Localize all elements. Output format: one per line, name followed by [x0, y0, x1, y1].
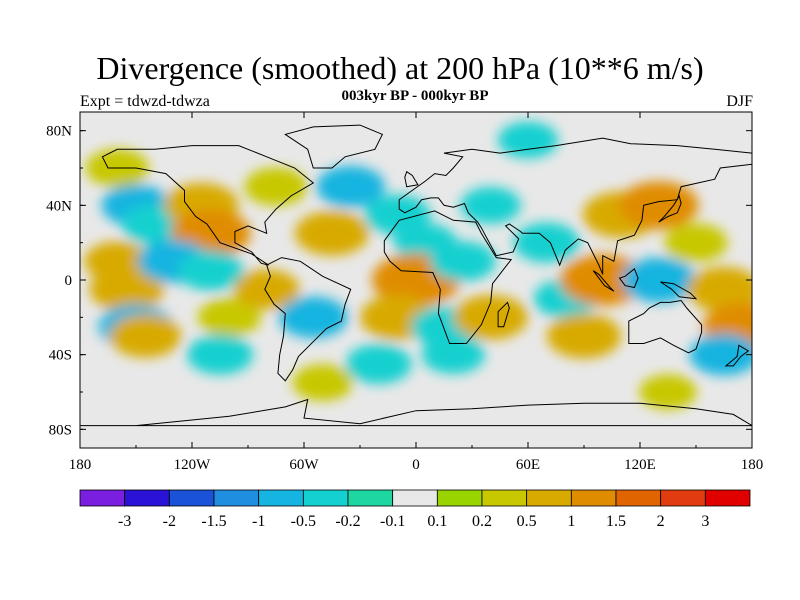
colorbar-label: 0.1: [427, 513, 447, 530]
anomaly-blob: [278, 296, 348, 339]
coastline-path: [628, 299, 703, 354]
colorbar-swatch: [168, 489, 215, 507]
colorbar: -3 -2 -1.5 -1 -0.5 -0.2 -0.1 0.1 0.2 0.5 1 1.5 2 3: [79, 489, 751, 530]
coastline-path: [383, 210, 513, 344]
y-tick-label: 0: [65, 273, 73, 289]
colorbar-label: -0.5: [291, 513, 316, 530]
colorbar-swatch: [660, 489, 706, 507]
colorbar-label: -2: [163, 513, 176, 530]
anomaly-blob: [559, 254, 646, 306]
anomaly-blob: [546, 313, 622, 359]
anomaly-blob: [345, 344, 412, 384]
x-tick-label: 120E: [624, 457, 656, 473]
colorbar-label: -3: [118, 513, 131, 530]
coastline-group: [80, 124, 752, 427]
x-tick-label: 180: [69, 457, 92, 473]
colorbar-swatch: [392, 489, 438, 507]
anomaly-blob: [497, 121, 559, 159]
colorbar-swatch: [213, 489, 260, 507]
anomaly-blob: [294, 210, 370, 256]
colorbar-swatch: [570, 489, 617, 507]
coastline-path: [592, 270, 615, 292]
anomaly-blob: [686, 266, 752, 312]
coastline-path: [658, 194, 682, 223]
colorbar-swatch: [615, 489, 662, 507]
anomaly-blob: [429, 241, 496, 282]
coastline-path: [264, 257, 352, 382]
x-tick-label: 0: [412, 457, 420, 473]
anomaly-blob: [460, 186, 521, 224]
colorbar-swatch: [79, 489, 126, 507]
anomaly-blob: [621, 257, 696, 303]
x-tick-label: 180: [741, 457, 764, 473]
colorbar-label: 1: [567, 513, 575, 530]
anomaly-blob: [453, 294, 528, 340]
experiment-label: Expt = tdwzd-tdwza: [80, 93, 210, 110]
colorbar-swatch: [436, 489, 483, 507]
colorbar-label: 0.2: [472, 513, 492, 530]
chart-title: Divergence (smoothed) at 200 hPa (10**6 …: [96, 50, 704, 86]
coastline-path: [618, 267, 639, 289]
anomaly-blob: [316, 165, 386, 208]
x-tick-label: 60E: [516, 457, 540, 473]
anomaly-blob: [89, 266, 164, 312]
coastline-path: [660, 281, 698, 300]
colorbar-swatch: [124, 489, 170, 507]
coastline-path: [404, 170, 419, 188]
anomaly-blob: [513, 222, 580, 263]
colorbar-label: 0.5: [517, 513, 537, 530]
axes: 180 120W 60W 0 60E 120E 180 80N 40N 0 40S 80S: [46, 112, 763, 473]
colorbar-label: 1.5: [606, 513, 626, 530]
colorbar-swatch: [481, 489, 528, 507]
anomaly-blob: [187, 334, 253, 375]
anomaly-blob: [664, 223, 728, 262]
colorbar-swatch: [526, 489, 572, 507]
y-tick-label: 40N: [46, 198, 72, 214]
y-tick-label: 40S: [49, 348, 72, 364]
coastline-path: [724, 344, 750, 367]
season-label: DJF: [726, 93, 753, 110]
coastline-path: [101, 145, 315, 266]
colorbar-label: -1.5: [201, 513, 226, 530]
chart-subtitle: 003kyr BP - 000kyr BP: [341, 88, 489, 104]
colorbar-label: -0.2: [335, 513, 360, 530]
anomaly-blob: [109, 314, 182, 358]
colorbar-swatch: [302, 489, 349, 507]
anomaly-blob: [233, 269, 300, 310]
anomaly-blob: [292, 364, 353, 402]
colorbar-label: -0.1: [380, 513, 405, 530]
colorbar-swatch: [347, 489, 394, 507]
anomaly-blob: [639, 374, 697, 410]
anomaly-blob: [197, 298, 261, 337]
coastline-path: [398, 137, 752, 275]
colorbar-label: -1: [252, 513, 265, 530]
coastline-path: [497, 301, 510, 328]
anomaly-blob: [244, 167, 308, 206]
coastline-path: [80, 398, 752, 427]
y-tick-label: 80S: [49, 422, 72, 438]
x-tick-label: 120W: [174, 457, 212, 473]
coastline-path: [284, 124, 384, 169]
colorbar-label: 2: [657, 513, 665, 530]
colorbar-label: 3: [701, 513, 709, 530]
anomaly-blob: [177, 250, 244, 291]
anomaly-blob: [364, 194, 431, 235]
colorbar-swatch: [258, 489, 304, 507]
y-tick-label: 80N: [46, 124, 72, 140]
x-tick-label: 60W: [289, 457, 319, 473]
colorbar-swatch: [704, 489, 751, 507]
anomaly-blob: [689, 333, 752, 376]
coastlines: [80, 124, 752, 427]
